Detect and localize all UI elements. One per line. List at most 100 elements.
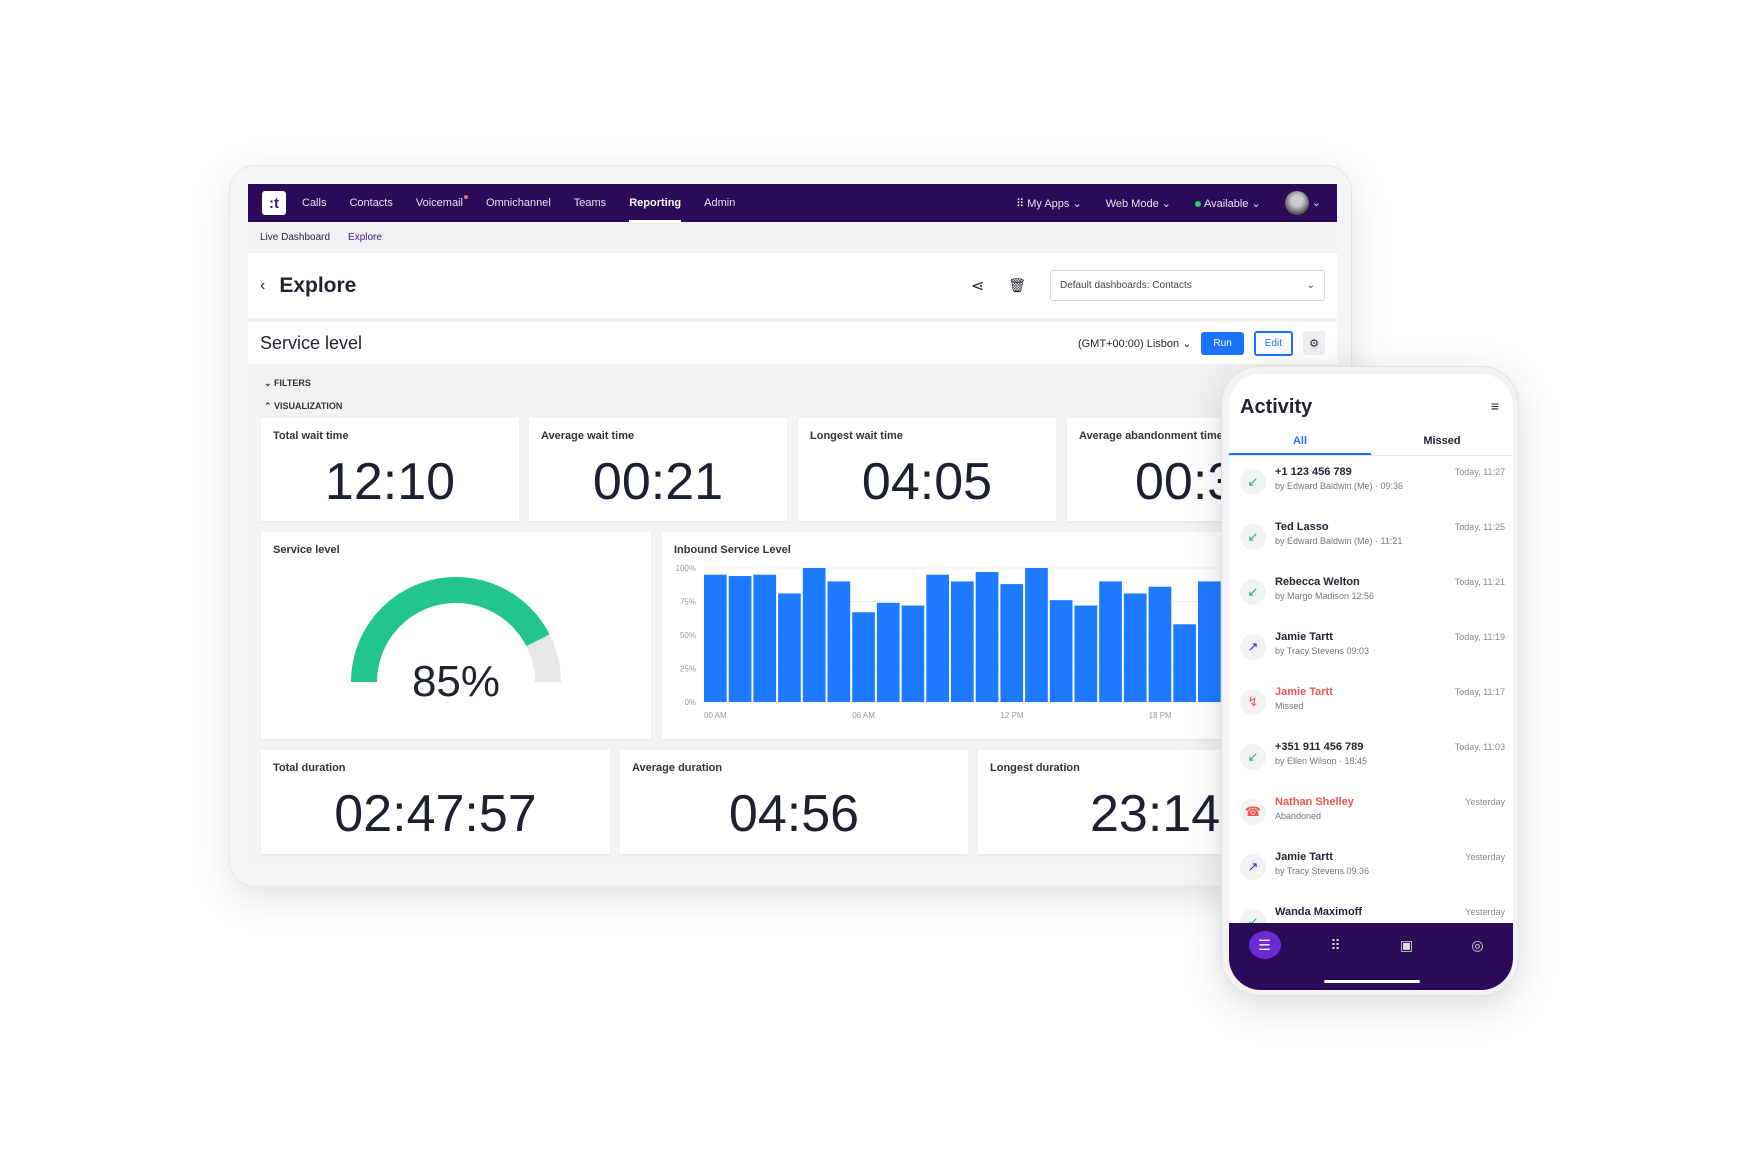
top-nav: :t Calls Contacts Voicemail Omnichannel … [248, 184, 1337, 222]
nav-contacts[interactable]: Contacts [349, 197, 393, 209]
web-mode-label: Web Mode [1105, 197, 1159, 210]
page-header: ‹ Explore ⋖ 🗑 Default dashboards: Contac… [248, 253, 1337, 318]
activity-time: Today, 11:27 [1454, 467, 1505, 477]
bar[interactable] [802, 568, 826, 702]
bar[interactable] [975, 572, 999, 702]
bar[interactable] [852, 612, 875, 702]
bar[interactable] [728, 576, 752, 702]
bar[interactable] [901, 605, 925, 702]
activity-name: Ted Lasso [1275, 521, 1329, 533]
web-mode-menu[interactable]: Web Mode ⌄ [1106, 197, 1171, 210]
gear-icon[interactable]: ⚙ [1303, 331, 1325, 355]
status-dot-icon [1194, 200, 1201, 207]
bar[interactable] [827, 581, 851, 702]
x-tick-label: 18 PM [1149, 711, 1172, 720]
activity-name: Jamie Tartt [1275, 851, 1333, 863]
bar[interactable] [1123, 593, 1147, 702]
nav-omnichannel[interactable]: Omnichannel [485, 197, 551, 209]
filters-toggle[interactable]: ⌄ FILTERS [264, 378, 311, 389]
share-icon[interactable]: ⋖ [970, 277, 985, 295]
bar[interactable] [1074, 605, 1098, 702]
tab-all[interactable]: All [1229, 426, 1371, 455]
missed-call-icon: ↯ [1240, 689, 1266, 715]
contacts-book-icon[interactable]: ▣ [1399, 936, 1414, 953]
gauge-fill [351, 577, 550, 683]
activity-name: +1 123 456 789 [1275, 466, 1352, 478]
activity-detail: by Margo Madison 12:56 [1275, 591, 1375, 601]
gauge-chart [351, 577, 561, 683]
bar[interactable] [1025, 568, 1048, 702]
web-app: :t Calls Contacts Voicemail Omnichannel … [248, 184, 1337, 866]
profile-status-icon[interactable]: ◎ [1471, 936, 1484, 953]
chevron-down-icon: ⌄ [1311, 196, 1321, 209]
bar[interactable] [876, 602, 900, 702]
activity-detail: Missed [1275, 701, 1304, 711]
activity-item[interactable]: ↗ Jamie Tartt by Tracy Stevens 09:36 Yes… [1229, 842, 1513, 897]
bar[interactable] [1049, 600, 1073, 702]
duration-card: Total duration 02:47:57 [261, 750, 610, 854]
activity-detail: by Tracy Stevens 09:03 [1275, 646, 1370, 656]
activity-item[interactable]: ↙ Wanda Maximoff Yesterday [1229, 897, 1513, 952]
timezone-label: (GMT+00:00) Lisbon [1077, 337, 1180, 350]
activity-item[interactable]: ☎ Nathan Shelley Abandoned Yesterday [1229, 787, 1513, 842]
nav-teams[interactable]: Teams [573, 197, 607, 209]
grid-icon: ⠿ [1016, 197, 1028, 210]
activity-time: Today, 11:21 [1454, 577, 1505, 587]
nav-reporting[interactable]: Reporting [629, 184, 681, 222]
nav-voicemail[interactable]: Voicemail [416, 184, 468, 222]
bar[interactable] [753, 574, 777, 702]
visualization-toggle[interactable]: ⌃ VISUALIZATION [264, 401, 342, 412]
bar[interactable] [1099, 581, 1122, 702]
my-apps-menu[interactable]: ⠿ My Apps ⌄ [1016, 197, 1082, 210]
bar[interactable] [1148, 586, 1172, 702]
subnav-explore[interactable]: Explore [348, 232, 382, 243]
y-tick-label: 0% [684, 698, 696, 707]
activity-list-icon[interactable]: ☰ [1248, 931, 1281, 959]
duration-value: 23:14 [1090, 785, 1221, 843]
dialpad-icon[interactable]: ⠿ [1330, 936, 1341, 953]
activity-item[interactable]: ↙ Ted Lasso by Edward Baldwin (Me) · 11:… [1229, 512, 1513, 567]
kpi-label: Total wait time [273, 430, 349, 442]
status-menu[interactable]: Available ⌄ [1194, 197, 1261, 210]
subnav-live-dashboard[interactable]: Live Dashboard [260, 232, 331, 243]
bar[interactable] [704, 574, 727, 702]
activity-time: Yesterday [1465, 907, 1505, 917]
bar[interactable] [1000, 584, 1024, 702]
kpi-card: Total wait time 12:10 [261, 418, 519, 521]
activity-item[interactable]: ↙ +351 911 456 789 by Ellen Wilson · 18:… [1229, 732, 1513, 787]
activity-detail: by Ellen Wilson · 18:45 [1275, 756, 1368, 766]
activity-detail: by Edward Baldwin (Me) · 11:21 [1275, 536, 1403, 546]
bar[interactable] [951, 581, 974, 702]
activity-time: Today, 11:25 [1454, 522, 1505, 532]
bar-chart: 100% 75% 50% 25% 0% 00 AM 06 AM 12 PM 18 PM [676, 564, 1337, 720]
tab-missed[interactable]: Missed [1423, 435, 1461, 447]
outgoing-call-icon: ↗ [1240, 634, 1266, 660]
app-logo[interactable]: :t [262, 191, 286, 215]
activity-item[interactable]: ↙ Rebecca Welton by Margo Madison 12:56 … [1229, 567, 1513, 622]
activity-item[interactable]: ↙ +1 123 456 789 by Edward Baldwin (Me) … [1229, 457, 1513, 512]
trash-icon[interactable]: 🗑 [1008, 277, 1026, 293]
back-icon[interactable]: ‹ [260, 276, 266, 294]
activity-item[interactable]: ↯ Jamie Tartt Missed Today, 11:17 [1229, 677, 1513, 732]
dashboard-select[interactable]: Default dashboards: Contacts ⌄ [1050, 270, 1325, 301]
timezone-select[interactable]: (GMT+00:00) Lisbon ⌄ [1078, 337, 1191, 350]
activity-time: Yesterday [1465, 852, 1505, 862]
kpi-value: 00:3 [1135, 453, 1237, 511]
nav-admin[interactable]: Admin [704, 197, 736, 209]
bar[interactable] [926, 574, 949, 702]
activity-item[interactable]: ↗ Jamie Tartt by Tracy Stevens 09:03 Tod… [1229, 622, 1513, 677]
bar[interactable] [1173, 624, 1196, 702]
bar[interactable] [1198, 581, 1221, 702]
mobile-app: Activity ≡ All Missed ↙ +1 123 456 789 b… [1229, 374, 1513, 990]
edit-button[interactable]: Edit [1253, 330, 1293, 356]
chevron-up-icon: ⌃ [264, 401, 275, 411]
y-tick-label: 75% [680, 598, 696, 607]
filter-icon[interactable]: ≡ [1490, 398, 1499, 414]
run-button[interactable]: Run [1201, 331, 1244, 355]
user-menu[interactable]: ⌄ [1284, 191, 1321, 215]
dashboard-select-value: Default dashboards: Contacts [1060, 280, 1192, 291]
duration-value: 04:56 [728, 785, 860, 843]
nav-calls[interactable]: Calls [302, 197, 327, 209]
bar[interactable] [778, 593, 801, 702]
activity-name: Jamie Tartt [1275, 631, 1333, 643]
